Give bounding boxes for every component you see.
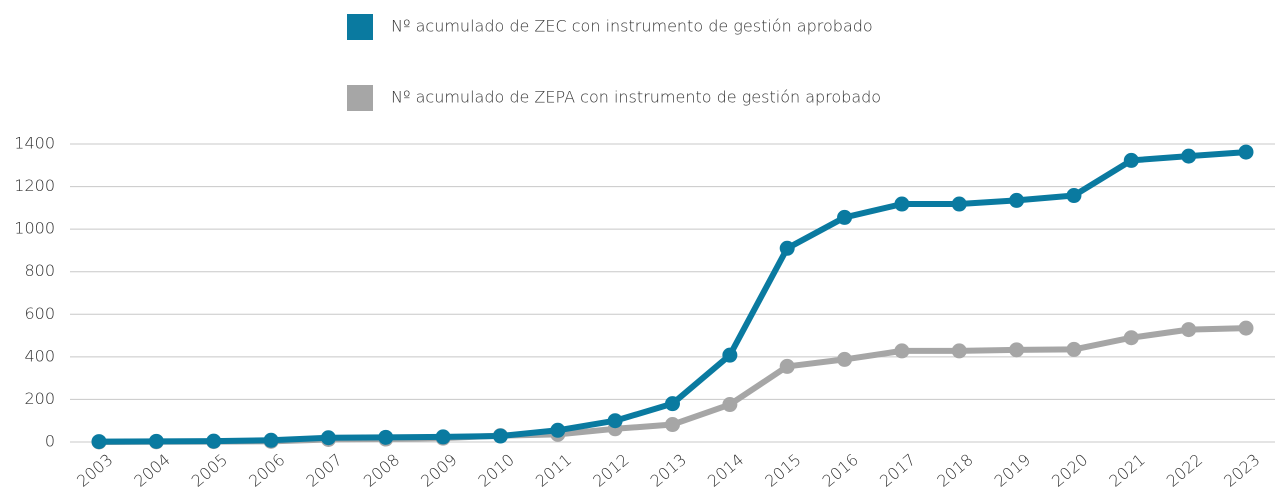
legend-swatch [347,85,373,111]
y-tick-label: 1400 [14,134,55,153]
x-tick-label: 2018 [933,450,976,491]
y-tick-label: 1200 [14,176,55,195]
point [206,433,222,449]
point [320,430,336,446]
x-tick-label: 2012 [589,450,632,491]
x-tick-label: 2010 [475,450,518,491]
x-tick-label: 2005 [188,450,231,491]
x-tick-label: 2006 [245,450,288,491]
point [1181,322,1197,338]
point [1009,342,1025,358]
point [148,433,164,449]
point [607,413,623,429]
point [1238,320,1254,336]
legend-label: Nº acumulado de ZEPA con instrumento de … [391,88,881,107]
x-tick-label: 2011 [532,450,575,491]
y-tick-label: 1000 [14,219,55,238]
point [894,196,910,212]
point [1066,188,1082,204]
x-tick-label: 2007 [302,450,345,491]
point [837,209,853,225]
point [492,428,508,444]
point [951,343,967,359]
point [1009,192,1025,208]
point [378,429,394,445]
point [1123,330,1139,346]
point [779,358,795,374]
point [665,417,680,433]
x-tick-label: 2003 [73,450,116,491]
x-tick-label: 2015 [761,450,804,491]
point [1066,341,1082,357]
x-tick-label: 2021 [1105,450,1148,491]
y-tick-label: 200 [24,389,55,408]
x-tick-label: 2008 [360,450,403,491]
x-tick-label: 2004 [130,450,173,491]
point [1181,148,1197,164]
point [263,432,279,448]
x-tick-label: 2013 [647,450,690,491]
x-tick-label: 2016 [819,450,862,491]
x-tick-label: 2009 [417,450,460,491]
x-tick-label: 2017 [876,450,919,491]
y-tick-label: 800 [24,261,55,280]
point [722,347,738,363]
point [1123,152,1139,168]
point [894,343,910,359]
point [550,422,566,438]
x-tick-label: 2020 [1048,450,1091,491]
y-tick-label: 0 [45,432,55,451]
point [665,396,680,412]
point [1238,144,1254,160]
point [779,240,795,256]
x-tick-label: 2014 [704,450,747,491]
x-tick-label: 2023 [1220,450,1263,491]
x-tick-label: 2019 [991,450,1034,491]
legend-swatch [347,14,373,40]
point [722,397,738,413]
point [951,196,967,212]
point [435,429,451,445]
legend-label: Nº acumulado de ZEC con instrumento de g… [391,17,873,36]
point [91,434,107,450]
y-tick-label: 600 [24,304,55,323]
y-tick-label: 400 [24,346,55,365]
x-tick-label: 2022 [1163,450,1206,491]
point [837,351,853,367]
